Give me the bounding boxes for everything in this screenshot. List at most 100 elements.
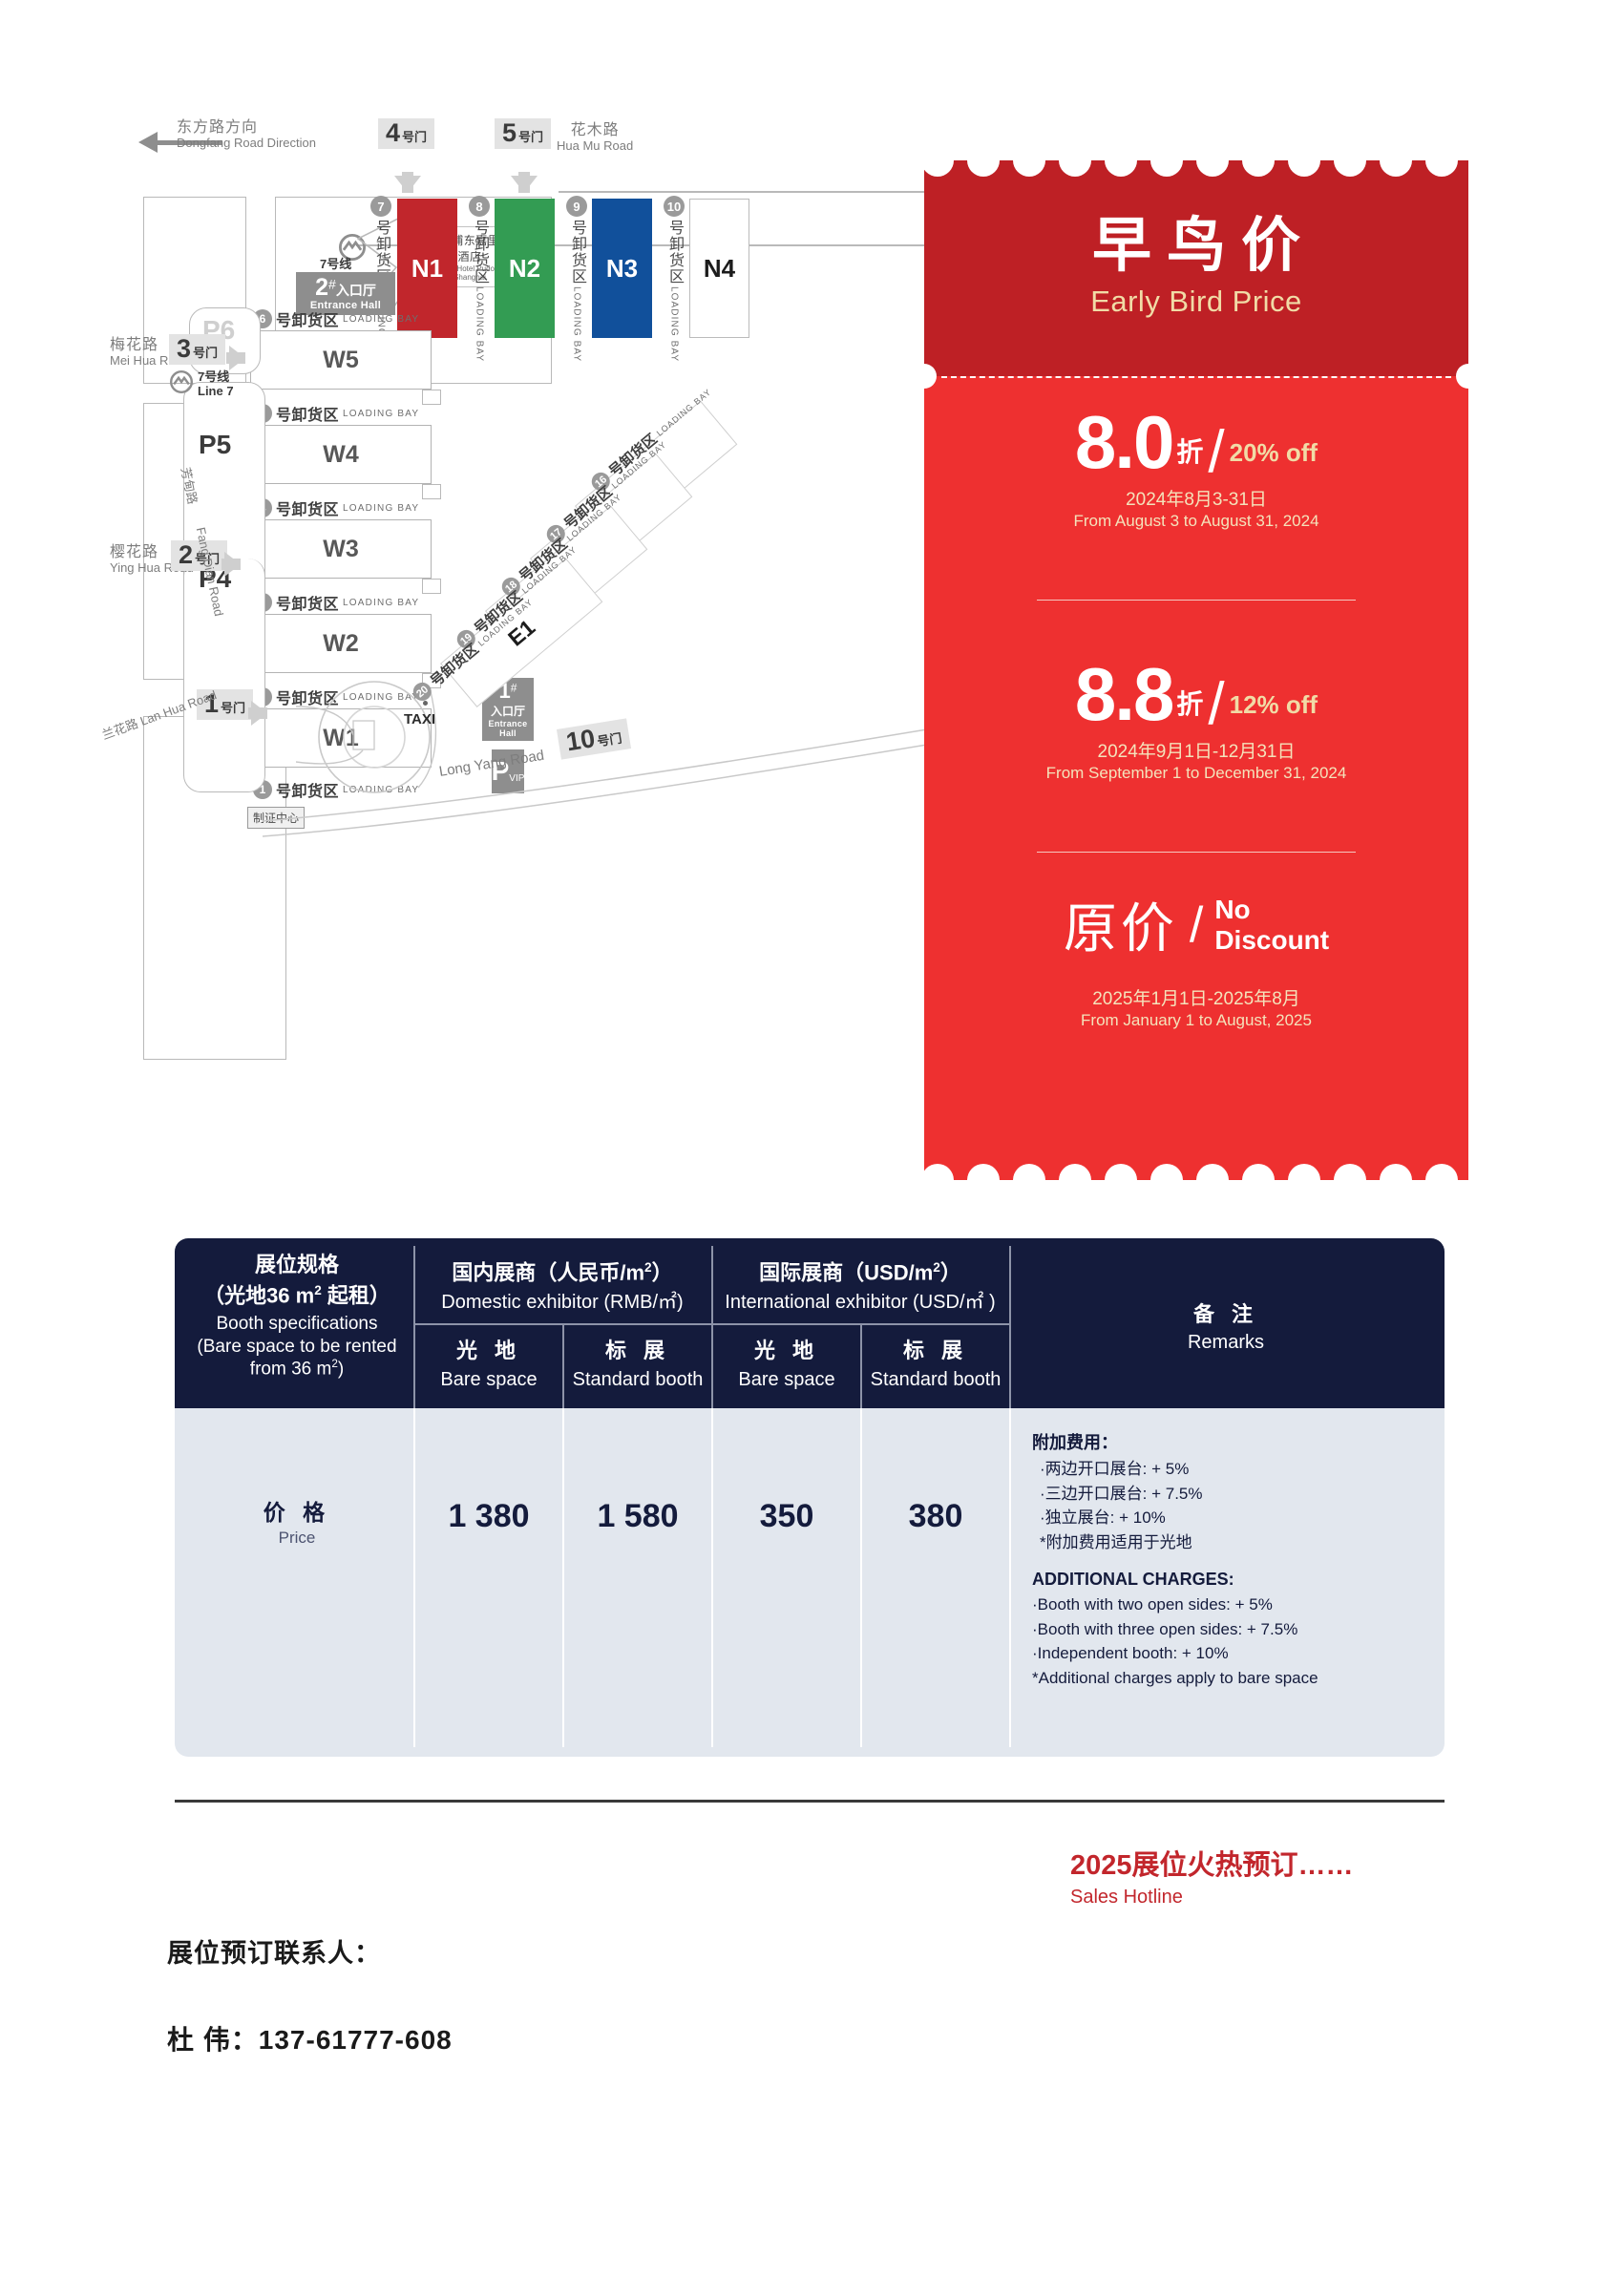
loading-bay-3: 3 号卸货区 LOADING BAY: [253, 591, 419, 614]
tier-2-date-cn: 2024年9月1日-12月31日: [1097, 742, 1296, 763]
parking-p4-area: [183, 559, 265, 792]
body-sep-4: [860, 1408, 862, 1747]
taxi-dot-icon: [423, 701, 428, 706]
remarks-content: 附加费用： ·两边开口展台: + 5% ·三边开口展台: + 7.5% ·独立展…: [1032, 1429, 1433, 1690]
no-discount-date-cn: 2025年1月1日-2025年8月: [1092, 989, 1300, 1009]
gate-5-badge[interactable]: 5 号门: [495, 118, 552, 149]
early-bird-coupon: 早鸟价 Early Bird Price 8.0 折 / 20% off 2: [912, 160, 1481, 1180]
header-sep-3: [711, 1246, 713, 1408]
no-discount-slash-icon: /: [1189, 896, 1204, 953]
coupon-header: 早鸟价 Early Bird Price: [924, 174, 1468, 376]
coupon-title-cn: 早鸟价: [1091, 213, 1316, 279]
dock-w4: [422, 484, 441, 499]
gate-4-badge[interactable]: 4 号门: [378, 118, 435, 149]
tier-1-slash-icon: /: [1208, 418, 1225, 485]
gate-3-badge[interactable]: 3 号门: [169, 334, 226, 365]
dock-w3: [422, 579, 441, 594]
hua-mu-road-label: 花木路 Hua Mu Road: [557, 122, 634, 153]
header-sep-1: [413, 1246, 415, 1408]
tier-1-price-row: 8.0 折 / 20% off: [924, 400, 1468, 485]
coupon-scallop-top-icon: [924, 160, 1468, 179]
parking-p5-label: P5: [199, 430, 232, 459]
coupon-tier-3: 原价 / No Discount 2025年1月1日-2025年8月 From …: [924, 886, 1468, 1030]
gate-5-arrow-icon: [511, 172, 538, 193]
no-discount-row: 原价 / No Discount: [924, 886, 1468, 963]
coupon-notch-left: [912, 364, 937, 389]
remarks-cn-item-2: ·三边开口展台: + 7.5%: [1040, 1484, 1203, 1503]
hall-n4[interactable]: N4: [689, 199, 749, 338]
body-sep-3: [711, 1408, 713, 1747]
header-sep-4: [860, 1323, 862, 1408]
remarks-en-item-4: *Additional charges apply to bare space: [1032, 1668, 1318, 1687]
coupon-body: [924, 376, 1468, 1167]
header-sep-5: [1009, 1246, 1011, 1408]
footer-divider: [175, 1800, 1445, 1803]
th-domestic-bare: 光 地 Bare space: [440, 1339, 538, 1390]
loading-bay-6: 6 号卸货区 LOADING BAY: [253, 307, 419, 330]
tier-2-off: 12% off: [1229, 690, 1318, 720]
contact-person: 杜 伟：137-61777-608: [167, 2025, 453, 2055]
sales-hotline-cn: 2025展位火热预订……: [1070, 1850, 1354, 1881]
th-domestic-standard: 标 展 Standard booth: [572, 1339, 704, 1390]
tier-1-off: 20% off: [1229, 438, 1318, 468]
tier-2-price-row: 8.8 折 / 12% off: [924, 652, 1468, 736]
dongfang-road-direction-label: 东方路方向 Dongfang Road Direction: [177, 119, 316, 150]
th-remarks: 备 注 Remarks: [1187, 1302, 1264, 1353]
no-discount-cn: 原价: [1063, 898, 1178, 959]
body-sep-5: [1009, 1408, 1011, 1747]
no-discount-en: No Discount: [1214, 895, 1330, 955]
body-sep-2: [562, 1408, 564, 1747]
coupon-notch-right: [1456, 364, 1481, 389]
hall-w5[interactable]: W5: [250, 330, 432, 390]
entrance-hall-1[interactable]: 1# 入口厅 Entrance Hall: [482, 678, 534, 741]
tier-1-date-cn: 2024年8月3-31日: [1126, 490, 1267, 511]
header-sep-2: [562, 1323, 564, 1408]
header-hsep: [413, 1323, 1009, 1325]
hall-w4[interactable]: W4: [250, 425, 432, 484]
gate-2-arrow-icon: [221, 552, 241, 577]
gate-2-badge[interactable]: 2 号门: [171, 540, 228, 571]
tier-1-rate: 8.0: [1074, 400, 1174, 484]
body-sep-1: [413, 1408, 415, 1747]
loading-bay-5: 5 号卸货区 LOADING BAY: [253, 402, 419, 425]
no-discount-date-en: From January 1 to August, 2025: [1081, 1011, 1312, 1029]
coupon-divider-2: [1037, 852, 1356, 853]
metro-line7-icon-2: [170, 370, 193, 393]
hall-w3[interactable]: W3: [250, 519, 432, 579]
tier-2-zhe: 折: [1176, 689, 1204, 720]
hall-n3[interactable]: N3: [592, 199, 652, 338]
hall-w2[interactable]: W2: [250, 614, 432, 673]
coupon-tier-1: 8.0 折 / 20% off 2024年8月3-31日 From August…: [924, 400, 1468, 531]
map-road-line-2: [356, 244, 953, 246]
coupon-tier-2: 8.8 折 / 12% off 2024年9月1日-12月31日 From Se…: [924, 652, 1468, 783]
remarks-en-item-1: ·Booth with two open sides: + 5%: [1032, 1595, 1273, 1614]
loading-bay-8: 8 号卸货区 LOADING BAY: [465, 196, 494, 362]
tier-2-rate: 8.8: [1074, 652, 1174, 736]
row-label-price: 价 格 Price: [263, 1500, 331, 1547]
hall-n1[interactable]: N1: [397, 199, 457, 338]
gate-1-badge[interactable]: 1 号门: [197, 689, 254, 720]
coupon-title-en: Early Bird Price: [1090, 285, 1302, 318]
remarks-en-item-2: ·Booth with three open sides: + 7.5%: [1032, 1619, 1298, 1638]
loading-bay-4: 4 号卸货区 LOADING BAY: [253, 496, 419, 519]
price-international-bare: 350: [759, 1498, 814, 1534]
th-booth-spec: 展位规格 （光地36 m2 起租） Booth specifications (…: [197, 1253, 397, 1379]
hall-n2[interactable]: N2: [495, 199, 555, 338]
entrance-hall-2[interactable]: 2#入口厅 Entrance Hall: [296, 272, 395, 315]
th-domestic: 国内展商（人民币/m2） Domestic exhibitor (RMB/㎡): [441, 1260, 684, 1313]
long-yang-road-lines: [263, 725, 950, 837]
remarks-gap: [1032, 1554, 1433, 1570]
loading-bay-9: 9 号卸货区 LOADING BAY: [562, 196, 591, 362]
price-domestic-standard: 1 580: [597, 1498, 679, 1534]
metro-line7-label-lower: 7号线 Line 7: [198, 369, 234, 398]
remarks-cn-heading: 附加费用：: [1032, 1433, 1118, 1452]
pricing-table: 展位规格 （光地36 m2 起租） Booth specifications (…: [175, 1238, 1445, 1757]
remarks-en-item-3: ·Independent booth: + 10%: [1032, 1644, 1229, 1662]
coupon-scallop-bottom-icon: [924, 1161, 1468, 1180]
gate-3-arrow-icon: [226, 346, 245, 370]
map-road-line-top: [559, 191, 960, 193]
sales-hotline-en: Sales Hotline: [1070, 1887, 1183, 1908]
pricing-table-body: [175, 1408, 1445, 1757]
gate-1-arrow-icon: [248, 701, 267, 726]
